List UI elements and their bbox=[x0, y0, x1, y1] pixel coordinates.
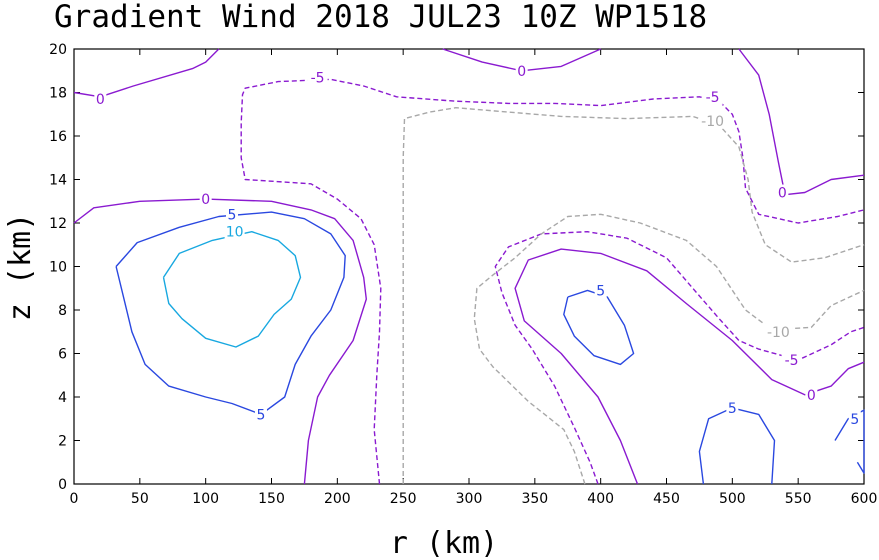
x-tick-label: 450 bbox=[653, 491, 680, 507]
x-tick-label: 400 bbox=[587, 491, 614, 507]
contour-line-0 bbox=[738, 48, 865, 196]
contour-line-10 bbox=[162, 230, 302, 348]
contour-label: 0 bbox=[201, 192, 210, 208]
contour-label-bg bbox=[226, 206, 238, 223]
contour-line-5 bbox=[834, 409, 865, 474]
contour-label: 0 bbox=[807, 388, 816, 404]
contour-label: -5 bbox=[311, 70, 325, 86]
contour-line-neg10 bbox=[473, 213, 865, 485]
contour-line-neg5 bbox=[240, 78, 865, 485]
contour-line-neg10 bbox=[402, 106, 865, 484]
contour-label-bg bbox=[307, 69, 328, 86]
contour-label: 0 bbox=[517, 64, 526, 80]
y-tick-label: 20 bbox=[49, 42, 67, 58]
contour-labels: 0 0 0 0 0 -5 -5 -5 -10 -10 5 5 5 5 5 10 bbox=[94, 62, 861, 428]
contour-label: 5 bbox=[228, 207, 237, 223]
contour-label: 5 bbox=[257, 407, 266, 423]
contour-label: -10 bbox=[767, 325, 790, 341]
y-tick-label: 0 bbox=[58, 477, 67, 493]
x-tick-label: 550 bbox=[785, 491, 812, 507]
y-tick-label: 10 bbox=[49, 260, 67, 276]
y-tick-label: 12 bbox=[49, 216, 67, 232]
y-tick-label: 18 bbox=[49, 86, 67, 102]
y-tick-label: 16 bbox=[49, 129, 67, 145]
contour-label: 5 bbox=[728, 401, 737, 417]
contour-label-bg bbox=[698, 112, 727, 129]
contour-label-bg bbox=[702, 88, 723, 105]
x-tick-label: 300 bbox=[456, 491, 483, 507]
contour-line-0 bbox=[73, 198, 367, 485]
y-tick-label: 14 bbox=[49, 173, 67, 189]
contour-label: 10 bbox=[226, 225, 244, 241]
contour-label-bg bbox=[764, 323, 793, 340]
x-tick-label: 0 bbox=[70, 491, 79, 507]
x-tick-label: 150 bbox=[258, 491, 285, 507]
x-tick-label: 500 bbox=[719, 491, 746, 507]
contour-label: 0 bbox=[778, 186, 787, 202]
contour-lines bbox=[73, 48, 865, 485]
contour-label-bg bbox=[781, 352, 802, 369]
y-tick-label: 4 bbox=[58, 390, 67, 406]
x-axis-label: r (km) bbox=[390, 526, 498, 560]
y-axis-label: z (km) bbox=[3, 213, 38, 321]
x-tick-label: 250 bbox=[390, 491, 417, 507]
contour-label: 5 bbox=[596, 283, 605, 299]
contour-label-bg bbox=[848, 410, 861, 427]
contour-line-neg5 bbox=[494, 230, 865, 485]
contour-line-0 bbox=[73, 48, 220, 98]
contour-label: 5 bbox=[850, 412, 859, 428]
contour-label-bg bbox=[254, 406, 267, 423]
x-tick-label: 200 bbox=[324, 491, 351, 507]
contour-label-bg bbox=[199, 191, 212, 208]
y-tick-label: 2 bbox=[58, 434, 67, 450]
contour-label: -5 bbox=[785, 353, 799, 369]
y-tick-label: 8 bbox=[58, 303, 67, 319]
y-tick-label: 6 bbox=[58, 347, 67, 363]
plot-frame bbox=[73, 48, 865, 485]
axis-ticks: 0 50 100 150 200 250 300 350 400 450 500 550 6000246… bbox=[49, 42, 877, 507]
contour-label: -5 bbox=[706, 90, 720, 106]
chart-title: Gradient Wind 2018 JUL23 10Z WP1518 bbox=[54, 0, 707, 35]
contour-label: -10 bbox=[701, 114, 724, 130]
contour-label-bg bbox=[94, 91, 107, 108]
x-tick-label: 350 bbox=[521, 491, 548, 507]
contour-label: 0 bbox=[96, 92, 105, 108]
contour-label-bg bbox=[594, 282, 607, 299]
x-tick-label: 600 bbox=[851, 491, 878, 507]
x-tick-label: 50 bbox=[131, 491, 149, 507]
contour-label-bg bbox=[224, 223, 245, 240]
x-tick-label: 100 bbox=[192, 491, 219, 507]
contour-line-5 bbox=[563, 289, 635, 366]
contour-label-bg bbox=[805, 386, 818, 403]
contour-label-bg bbox=[726, 399, 739, 416]
contour-label-bg bbox=[515, 62, 528, 79]
contour-line-5 bbox=[698, 407, 776, 485]
contour-line-5 bbox=[115, 211, 346, 416]
contour-label-bg bbox=[776, 184, 789, 201]
